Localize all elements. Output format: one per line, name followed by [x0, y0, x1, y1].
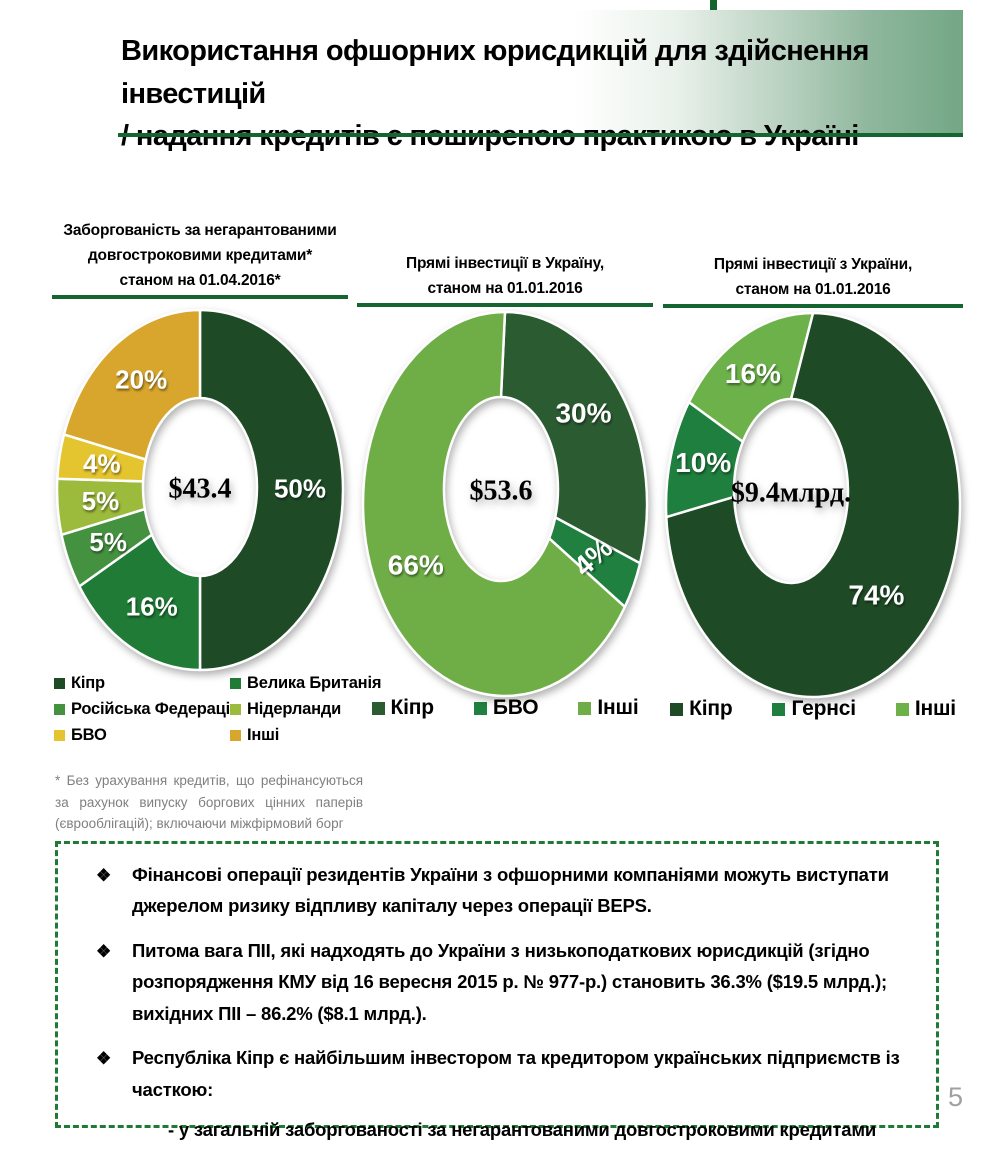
- legend-label: Інші: [597, 696, 639, 719]
- note-text: Питома вага ПІІ, які надходять до Україн…: [132, 939, 888, 1024]
- legend-item-Велика Британія: Велика Британія: [230, 674, 381, 693]
- legend-item-Нідерланди: Нідерланди: [230, 700, 381, 719]
- footnote: * Без урахування кредитів, що рефінансую…: [55, 773, 363, 832]
- legend-label: Гернсі: [791, 697, 856, 720]
- donut-slice-Інші: [361, 310, 627, 698]
- legend-label: Велика Британія: [247, 674, 382, 692]
- legend-label: БВО: [71, 726, 107, 744]
- donut-slice-Кіпр: [499, 310, 649, 565]
- donut-slice-Кіпр: [198, 308, 345, 672]
- legend-swatch-icon: [670, 702, 684, 716]
- donut-percent-label: 20%: [115, 365, 167, 395]
- legend-label: Кіпр: [71, 674, 105, 692]
- donut-center-value: $9.4млрд.: [731, 478, 851, 509]
- donut-slice-Велика Британія: [78, 533, 202, 672]
- donut-percent-label: 5%: [89, 527, 127, 557]
- chart-title: Прямі інвестиції в Україну, станом на 01.…: [357, 243, 653, 301]
- chart-title-underline: [52, 295, 348, 299]
- chart-title-underline: [663, 304, 963, 308]
- donut-percent-label: 74%: [848, 580, 904, 611]
- note-sub-item: - у загальній заборгованості за негарант…: [168, 1119, 877, 1141]
- bullet-diamond-icon: ❖: [96, 941, 112, 961]
- note-text: Фінансові операції резидентів України з …: [132, 864, 889, 917]
- donut-slice-Кіпр: [665, 311, 962, 699]
- legend-swatch-icon: [473, 701, 487, 715]
- legend-item-Інші: Інші: [578, 696, 639, 720]
- legend-item-Інші: Інші: [230, 726, 381, 745]
- donut-chart-fdi-out: 74% 10% 16% $9.4млрд.: [664, 311, 962, 699]
- legend-item-БВО: БВО: [473, 696, 539, 720]
- note-bullet: ❖ Фінансові операції резидентів України з…: [58, 859, 914, 922]
- page-number: 5: [948, 1082, 964, 1112]
- header-gradient-band: [118, 10, 963, 133]
- chart-title-line: довгостроковими кредитами*: [87, 246, 313, 264]
- chart-title-line: станом на 01.04.2016*: [119, 271, 281, 289]
- legend-swatch-icon: [371, 701, 385, 715]
- note-bullet: ❖ Республіка Кіпр є найбільшим інвестором…: [58, 1042, 914, 1150]
- legend-label: Російська Федерація: [71, 700, 240, 718]
- legend-swatch-icon: [54, 730, 65, 741]
- note-bullet: ❖ Питома вага ПІІ, які надходять до Украї…: [58, 935, 914, 1029]
- donut-chart-debt: 50% 16% 5% 5% 4% 20% $43.4: [55, 308, 345, 672]
- bullet-diamond-icon: ❖: [96, 866, 112, 885]
- legend-swatch-icon: [54, 704, 65, 715]
- donut-slice-Інші: [62, 308, 202, 461]
- legend-label: Кіпр: [689, 697, 733, 720]
- legend-item-Гернсі: Гернсі: [772, 697, 856, 721]
- slide-title-line-1: Використання офшорних юрисдикцій для зді…: [121, 35, 869, 110]
- chart-column-debt: Заборгованість за негарантованими довгост…: [52, 213, 381, 745]
- legend-item-Кіпр: Кіпр: [670, 697, 733, 721]
- legend-swatch-icon: [54, 678, 65, 689]
- header-underline: [118, 133, 963, 137]
- chart-title-line: Прямі інвестиції в Україну,: [406, 254, 604, 272]
- donut-percent-label: 16%: [126, 591, 178, 621]
- chart-title-underline: [357, 303, 653, 307]
- slide-title: Використання офшорних юрисдикцій для зді…: [121, 30, 966, 158]
- chart-title: Прямі інвестиції з України, станом на 01.…: [663, 246, 963, 302]
- notes-list: ❖ Фінансові операції резидентів України з…: [58, 859, 936, 1150]
- note-text: Республіка Кіпр є найбільшим інвестором …: [132, 1047, 900, 1100]
- bullet-diamond-icon: ❖: [96, 1049, 112, 1069]
- chart-legend: Кіпр Велика Британія Російська Федерація Ні…: [52, 674, 381, 745]
- chart-title-line: Прямі інвестиції з України,: [713, 255, 913, 273]
- legend-label: Інші: [914, 697, 956, 720]
- legend-swatch-icon: [772, 702, 786, 716]
- donut-percent-label: 5%: [82, 486, 120, 516]
- donut-percent-label: 30%: [555, 398, 611, 429]
- legend-swatch-icon: [895, 702, 909, 716]
- donut-percent-label: 10%: [675, 447, 731, 478]
- donut-center-value: $53.6: [470, 476, 533, 507]
- chart-title-line: станом на 01.01.2016: [427, 279, 583, 297]
- legend-item-БВО: БВО: [54, 726, 230, 745]
- chart-legend: Кіпр Гернсі Інші: [663, 697, 963, 721]
- legend-swatch-icon: [230, 678, 241, 689]
- legend-item-Російська Федерація: Російська Федерація: [54, 700, 240, 719]
- donut-slice-Інші: [687, 311, 815, 443]
- legend-label: Нідерланди: [247, 700, 342, 718]
- legend-label: Інші: [247, 726, 280, 744]
- chart-title: Заборгованість за негарантованими довгост…: [52, 213, 348, 293]
- legend-item-Інші: Інші: [895, 697, 956, 721]
- donut-percent-label: 50%: [274, 474, 326, 504]
- legend-label: БВО: [492, 696, 539, 719]
- chart-legend: Кіпр БВО Інші: [357, 696, 653, 720]
- notes-box: ❖ Фінансові операції резидентів України з…: [55, 841, 939, 1140]
- legend-item-Кіпр: Кіпр: [371, 696, 435, 720]
- donut-percent-label: 66%: [388, 549, 444, 580]
- donut-chart-fdi-in: 30%4%66%$53.6: [361, 310, 649, 698]
- chart-column-fdi-in: Прямі інвестиції в Україну, станом на 01.…: [357, 243, 653, 720]
- donut-center-value: $43.4: [169, 474, 232, 505]
- donut-percent-label: 4%: [83, 448, 121, 478]
- chart-title-line: станом на 01.01.2016: [735, 280, 891, 298]
- legend-swatch-icon: [230, 730, 241, 741]
- chart-column-fdi-out: Прямі інвестиції з України, станом на 01.…: [663, 246, 963, 721]
- legend-swatch-icon: [578, 701, 592, 715]
- legend-label: Кіпр: [390, 696, 435, 719]
- legend-item-Кіпр: Кіпр: [54, 674, 230, 693]
- donut-percent-label: 16%: [725, 358, 781, 389]
- chart-title-line: Заборгованість за негарантованими: [63, 221, 337, 239]
- legend-swatch-icon: [230, 704, 241, 715]
